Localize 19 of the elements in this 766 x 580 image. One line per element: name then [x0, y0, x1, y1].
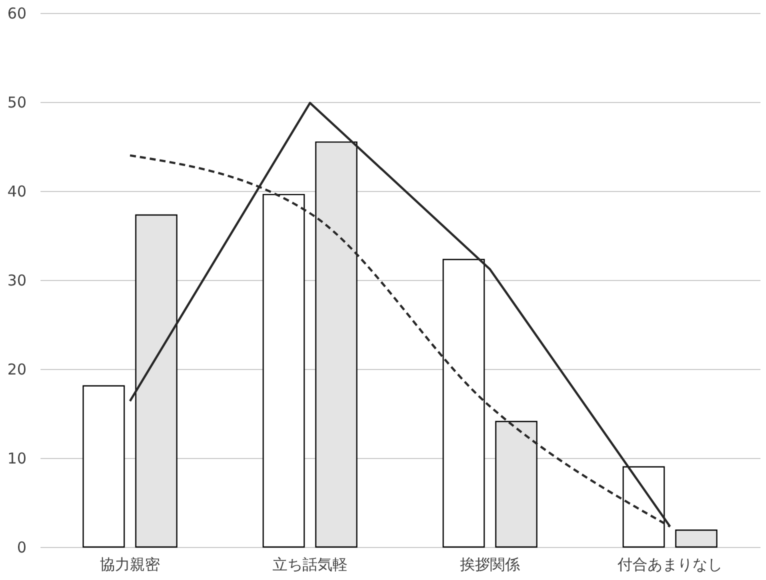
y-tick-label: 50 [7, 94, 26, 112]
bar [495, 420, 538, 548]
y-tick-label: 30 [7, 272, 26, 290]
y-tick-label: 10 [7, 450, 26, 468]
bar [442, 258, 485, 548]
bar [315, 141, 358, 548]
x-tick-label: 協力親密 [100, 556, 160, 574]
y-tick-label: 40 [7, 182, 26, 200]
x-tick-label: 付合あまりなし [616, 556, 722, 574]
x-tick-label: 挨拶関係 [460, 556, 520, 574]
y-tick-label: 60 [7, 4, 26, 22]
bar [82, 385, 125, 548]
bar [622, 466, 665, 548]
x-tick-label: 立ち話気軽 [272, 556, 348, 574]
bar [262, 194, 305, 548]
y-tick-label: 0 [16, 538, 26, 556]
bar [675, 529, 718, 548]
bar [135, 214, 178, 548]
y-tick-label: 20 [7, 360, 26, 378]
